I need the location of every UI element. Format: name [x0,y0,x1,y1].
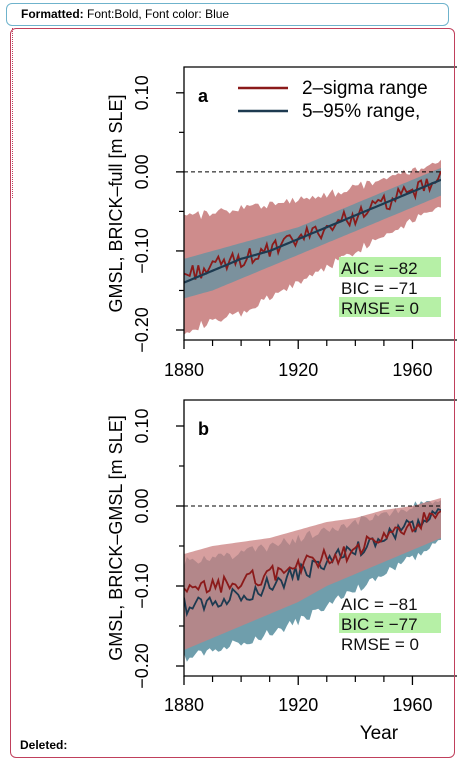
y-tick-label: 0.00 [132,488,152,523]
band-b-1 [184,498,441,650]
stat-text: RMSE = 0 [341,299,419,318]
plot-frame-b [183,399,457,677]
stat-text: BIC = −77 [341,615,418,634]
y-tick-label: −0.10 [132,563,152,609]
y-tick-label: 0.10 [132,408,152,443]
y-tick-label: −0.10 [132,228,152,274]
x-tick-label: 1960 [392,695,432,715]
x-tick-label: 1960 [392,360,432,380]
stat-text: AIC = −82 [341,259,418,278]
y-tick-label: −0.20 [132,643,152,689]
stat-highlight [339,297,441,317]
panel-label: b [198,419,209,439]
chart-panel-b: −0.20 −0.10 0.00 0.10 1880 1920 1960 GMSL, BRIC… [106,399,457,744]
legend-label: 2–sigma range [302,78,428,99]
y-tick-label: −0.20 [132,307,152,353]
stat-text: BIC = −71 [341,279,418,298]
chart-panel-a: −0.20 −0.10 0.00 0.10 1880 1920 1960 GMSL, BRIC… [106,66,457,380]
stat-text: AIC = −81 [341,595,418,614]
comment-connector [0,28,13,198]
formatted-text: Font:Bold, Font color: Blue [87,7,230,21]
plot-area-a [184,159,441,335]
y-tick-label: 0.10 [132,75,152,110]
formatting-comment[interactable]: Formatted: Font:Bold, Font color: Blue [6,3,449,26]
x-tick-label: 1920 [278,360,318,380]
stat-text: RMSE = 0 [341,635,419,654]
y-tick-label: 0.00 [132,154,152,189]
legend-label: 5–95% range, [302,101,420,122]
plot-frame-a [183,66,457,341]
x-axis-label: Year [360,723,399,744]
y-axis-label: GMSL, BRICK–GMSL [m SLE] [106,415,126,660]
formatted-label: Formatted: [21,7,84,21]
x-tick-label: 1920 [278,695,318,715]
deleted-label: Deleted: [20,738,68,752]
series-line-b-0 [184,507,441,618]
stat-highlight [339,613,441,633]
x-tick-label: 1880 [164,695,204,715]
series-line-b-1 [184,510,441,594]
series-line-a-0 [184,170,441,280]
series-line-a-1 [184,178,441,284]
deletion-comment-frame[interactable] [10,28,455,758]
stat-highlight [339,257,441,277]
plot-area-b [184,498,441,662]
x-tick-label: 1880 [164,360,204,380]
panel-label: a [198,86,209,106]
y-axis-label: GMSL, BRICK–full [m SLE] [106,94,126,312]
